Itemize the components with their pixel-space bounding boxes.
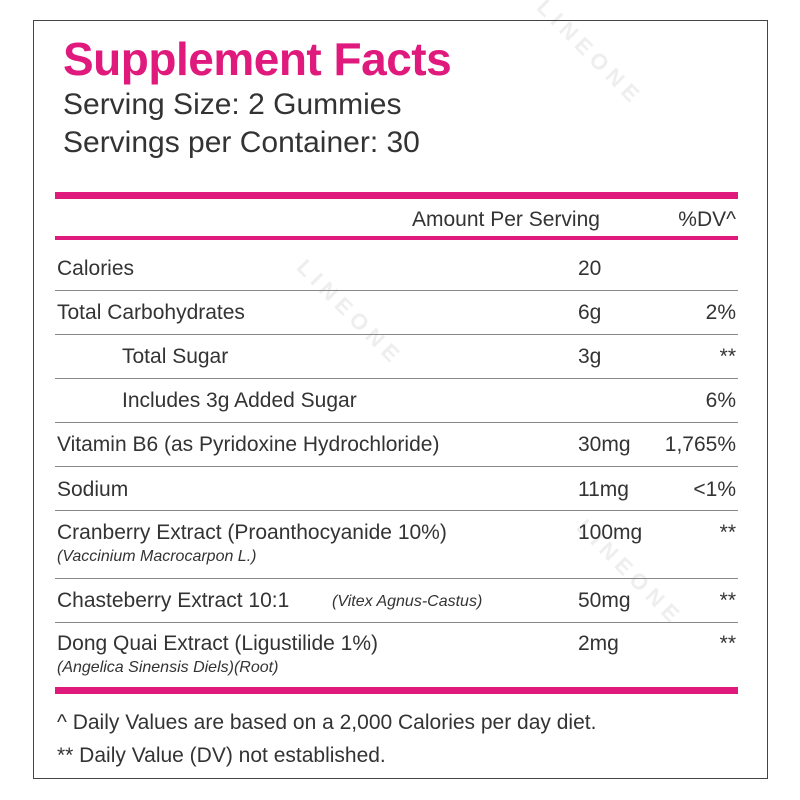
latin-name: (Vaccinium Macrocarpon L.) [57, 548, 257, 565]
row-separator [55, 334, 738, 335]
row-separator [55, 290, 738, 291]
daily-value: ** [719, 521, 736, 544]
nutrient-name: Sodium [57, 478, 129, 501]
nutrient-name: Calories [57, 257, 135, 280]
row-separator [55, 510, 738, 511]
row-separator [55, 622, 738, 623]
amount-header: Amount Per Serving [412, 208, 600, 231]
nutrient-name: Total Carbohydrates [57, 301, 245, 324]
label-border [33, 20, 768, 779]
amount: 11mg [578, 478, 629, 501]
daily-value: 6% [705, 389, 736, 412]
latin-name: (Vitex Agnus-Castus) [332, 593, 483, 610]
amount: 100mg [578, 521, 643, 544]
footnote: ** Daily Value (DV) not established. [57, 744, 386, 767]
nutrient-name: Total Sugar [122, 345, 229, 368]
amount: 2mg [578, 632, 619, 655]
title: Supplement Facts [63, 33, 452, 85]
daily-value: ** [719, 632, 736, 655]
amount: 20 [578, 257, 602, 280]
row-separator [55, 466, 738, 467]
daily-value: 1,765% [664, 433, 736, 456]
amount: 30mg [578, 433, 631, 456]
footnote: ^ Daily Values are based on a 2,000 Calo… [57, 711, 597, 734]
daily-value: ** [719, 589, 736, 612]
thick-rule [55, 687, 738, 694]
servings-per-container: Servings per Container: 30 [63, 126, 420, 159]
nutrient-name: Vitamin B6 (as Pyridoxine Hydrochloride) [57, 433, 440, 456]
serving-size: Serving Size: 2 Gummies [63, 88, 402, 121]
daily-value: <1% [693, 478, 736, 501]
latin-name: (Angelica Sinensis Diels)(Root) [57, 659, 279, 676]
row-separator [55, 422, 738, 423]
row-separator [55, 578, 738, 579]
amount: 3g [578, 345, 602, 368]
daily-value: 2% [705, 301, 736, 324]
thick-rule [55, 192, 738, 199]
nutrient-name: Chasteberry Extract 10:1 [57, 589, 290, 612]
nutrient-name: Cranberry Extract (Proanthocyanide 10%) [57, 521, 447, 544]
nutrient-name: Dong Quai Extract (Ligustilide 1%) [57, 632, 378, 655]
dv-header: %DV^ [678, 208, 736, 231]
daily-value: ** [719, 345, 736, 368]
row-separator [55, 378, 738, 379]
amount: 6g [578, 301, 602, 324]
nutrient-name: Includes 3g Added Sugar [122, 389, 357, 412]
amount: 50mg [578, 589, 631, 612]
rule [55, 236, 738, 240]
